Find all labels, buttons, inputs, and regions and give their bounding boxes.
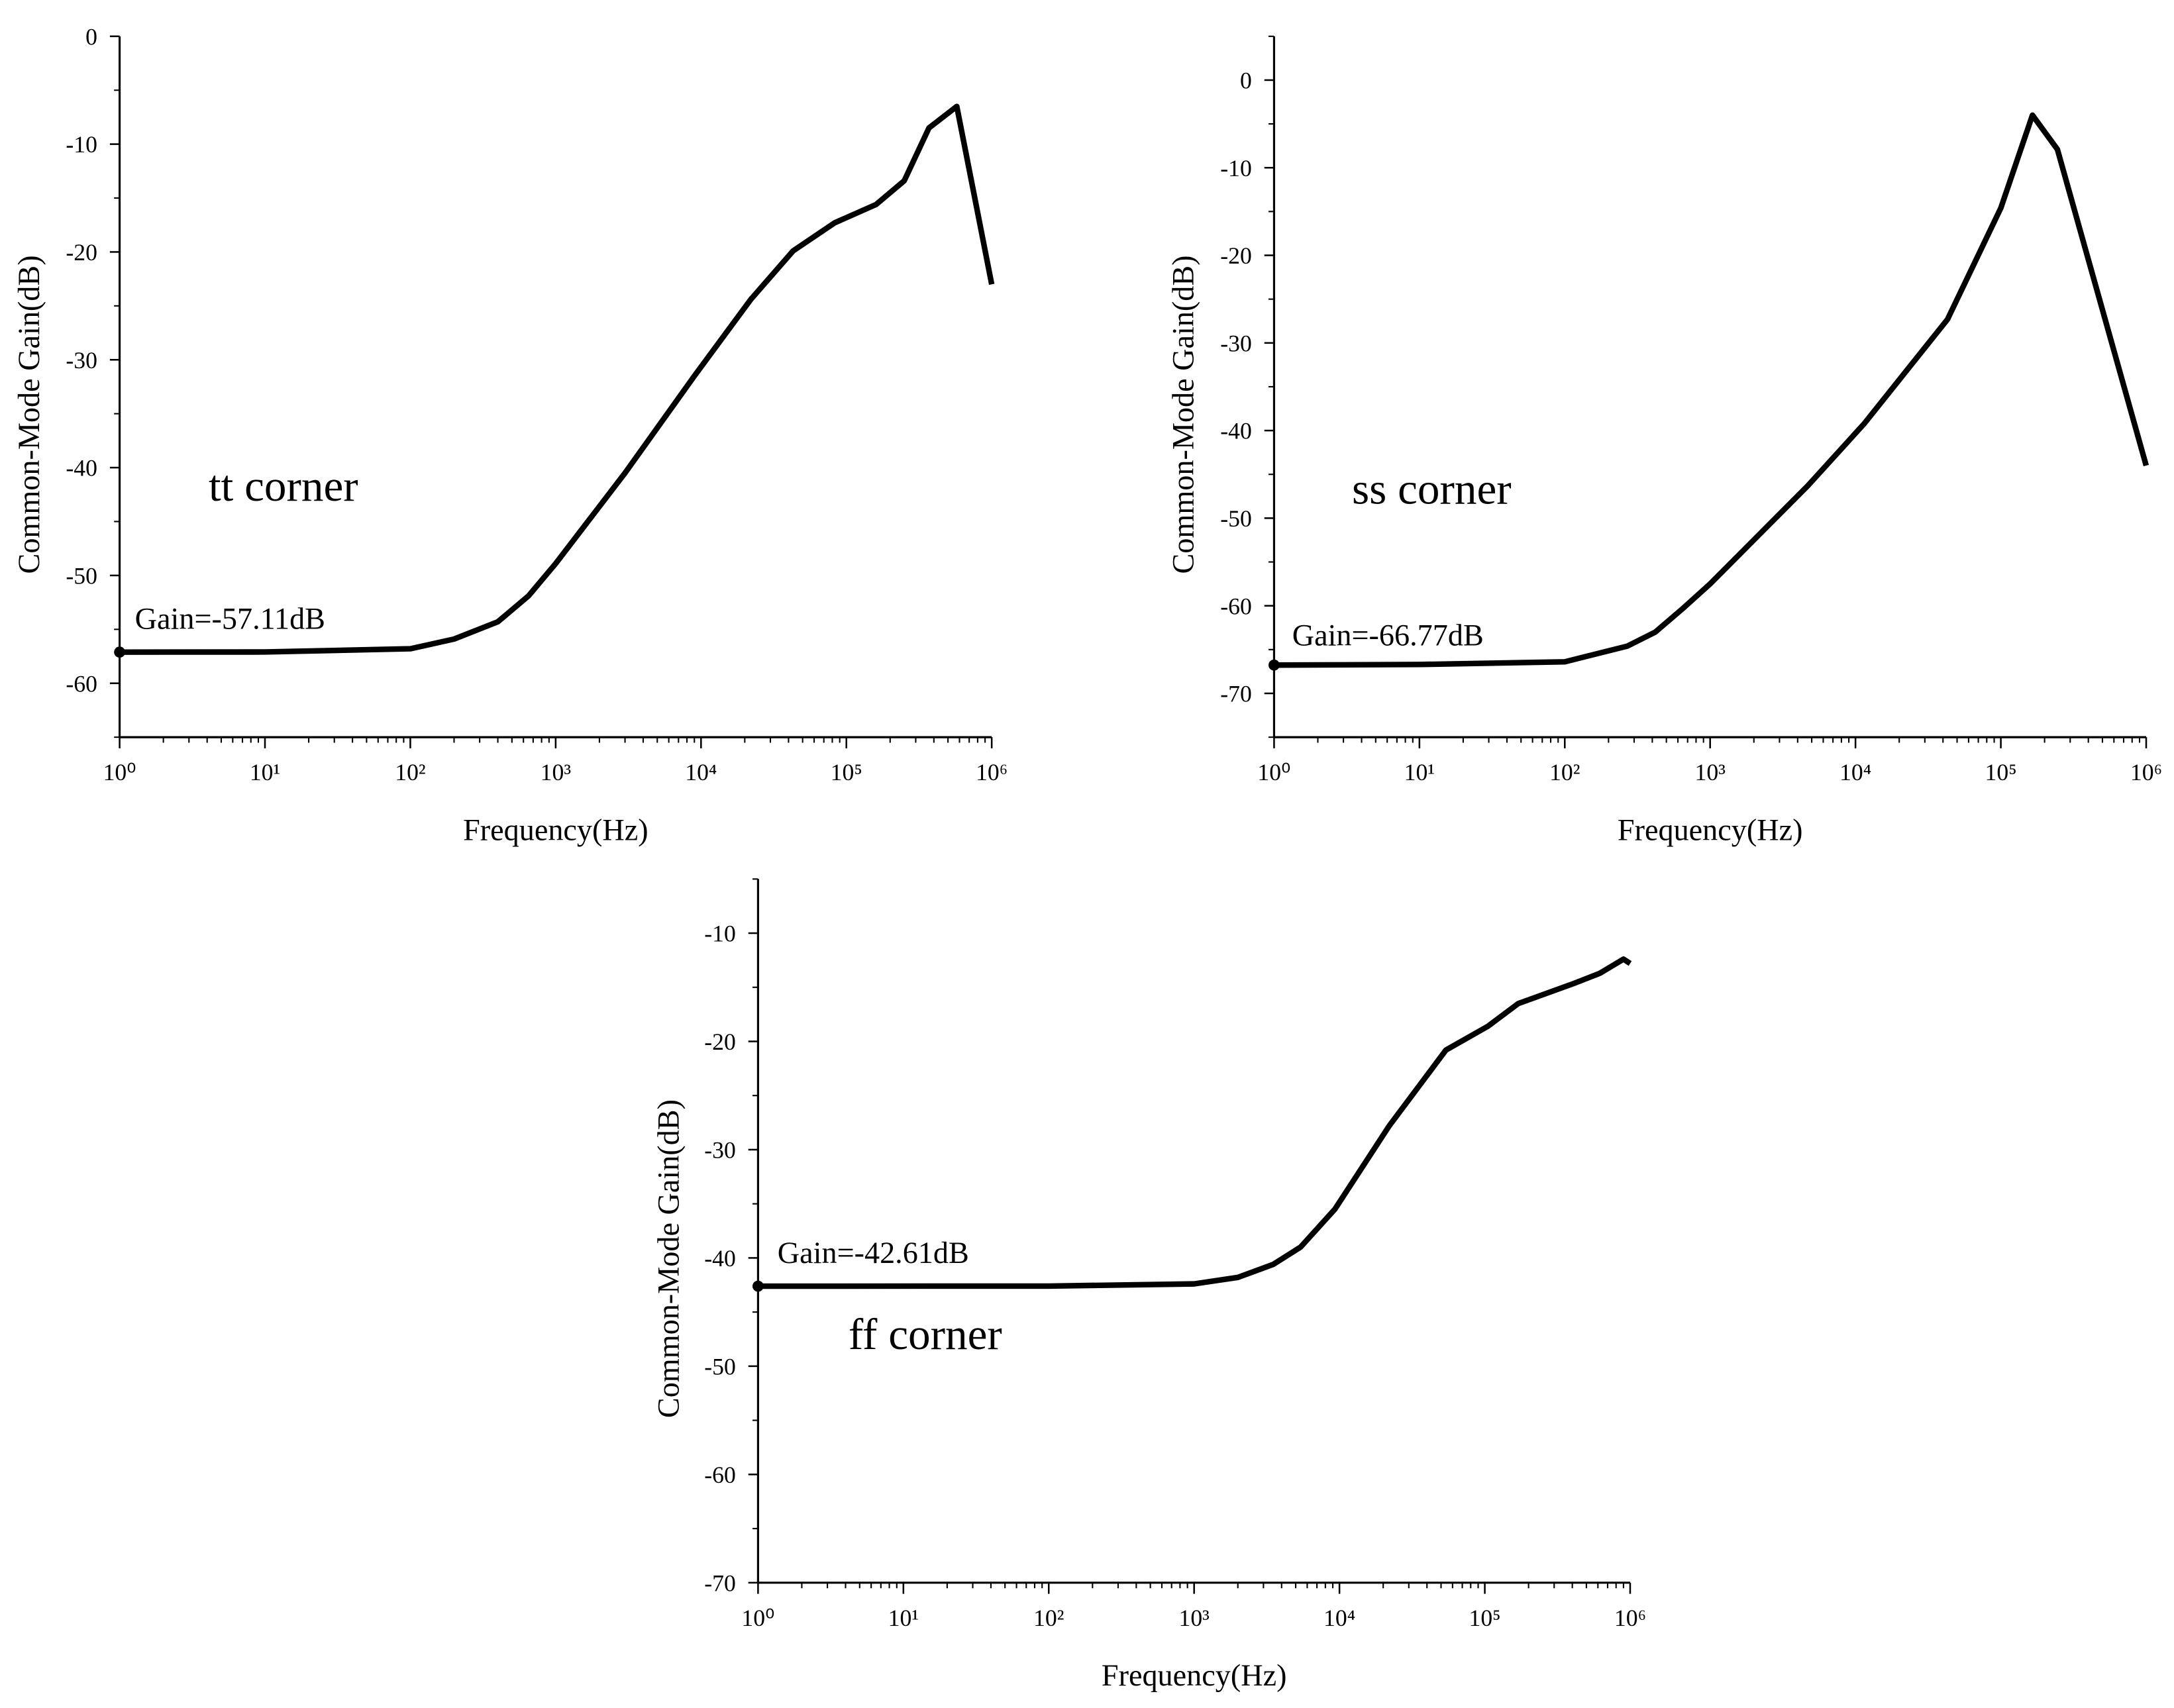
- x-tick-label: 10¹: [250, 759, 280, 785]
- y-tick-label: -30: [66, 347, 97, 374]
- chart: -70 -60 -50 -40 -30 -20 -10 0 10⁰ 10¹ 10² 10³ 10⁴ 10⁵…: [1166, 35, 2162, 847]
- x-tick-label: 10⁵: [1985, 759, 2017, 785]
- annotation: ss corner: [1352, 464, 1512, 513]
- y-tick-label: -60: [66, 670, 97, 697]
- annotation: ff corner: [849, 1309, 1002, 1359]
- y-tick-label: -20: [66, 239, 97, 266]
- x-tick-label: 10⁵: [1469, 1605, 1500, 1631]
- y-tick-label: 0: [85, 23, 97, 50]
- x-tick-label: 10⁶: [976, 759, 1008, 785]
- annotation: Gain=-42.61dB: [778, 1236, 969, 1270]
- y-tick-label: -50: [1220, 505, 1252, 532]
- y-tick-label: -10: [66, 131, 97, 158]
- x-axis-title: Frequency(Hz): [463, 813, 648, 847]
- start-marker: [114, 646, 125, 658]
- x-tick-label: 10²: [1033, 1605, 1064, 1631]
- y-tick-label: -60: [704, 1462, 736, 1488]
- y-tick-label: -20: [704, 1029, 736, 1055]
- y-tick-label: -70: [1220, 681, 1252, 707]
- y-tick-label: -30: [1220, 330, 1252, 356]
- y-tick-label: -60: [1220, 593, 1252, 619]
- x-tick-label: 10⁴: [1839, 759, 1871, 785]
- y-tick-label: -20: [1220, 242, 1252, 269]
- y-tick-label: -10: [704, 921, 736, 947]
- line-series: [1274, 112, 2149, 668]
- x-tick-label: 10³: [1695, 759, 1726, 785]
- y-tick-label: -30: [704, 1137, 736, 1164]
- chart: -60 -50 -40 -30 -20 -10 0 10⁰ 10¹ 10² 10³ 10⁴ 10⁵ 10⁶…: [12, 23, 1008, 846]
- y-axis-title: Common-Mode Gain(dB): [1166, 255, 1200, 574]
- y-axis-title: Common-Mode Gain(dB): [652, 1099, 686, 1418]
- y-axis-title: Common-Mode Gain(dB): [12, 255, 46, 574]
- chart: -70 -60 -50 -40 -30 -20 -10 10⁰ 10¹ 10² 10³ 10⁴ 10⁵ 1…: [652, 878, 1646, 1692]
- x-tick-label: 10⁴: [1323, 1605, 1355, 1631]
- x-tick-label: 10⁴: [685, 759, 717, 785]
- start-marker: [1268, 659, 1280, 671]
- line-series: [758, 956, 1632, 1289]
- y-tick-label: -70: [704, 1570, 736, 1596]
- annotation: tt corner: [209, 461, 358, 511]
- x-tick-label: 10⁰: [741, 1605, 774, 1631]
- annotation: Gain=-66.77dB: [1292, 619, 1484, 652]
- y-tick-label: -50: [704, 1353, 736, 1380]
- x-tick-label: 10³: [1178, 1605, 1210, 1631]
- x-tick-label: 10⁰: [1257, 759, 1290, 785]
- x-tick-label: 10²: [1549, 759, 1580, 785]
- x-tick-label: 10⁶: [2130, 759, 2162, 785]
- start-marker: [752, 1280, 764, 1292]
- y-tick-label: -50: [66, 562, 97, 589]
- x-tick-label: 10¹: [1404, 759, 1435, 785]
- y-tick-label: 0: [1240, 68, 1252, 94]
- x-tick-label: 10³: [541, 759, 572, 785]
- x-axis-title: Frequency(Hz): [1618, 813, 1803, 847]
- x-tick-label: 10⁶: [1614, 1605, 1646, 1631]
- annotation: Gain=-57.11dB: [135, 601, 325, 635]
- y-tick-label: -40: [66, 455, 97, 481]
- x-tick-label: 10⁵: [831, 759, 862, 785]
- line-series: [119, 103, 995, 655]
- y-tick-label: -10: [1220, 155, 1252, 181]
- x-tick-label: 10¹: [888, 1605, 919, 1631]
- x-tick-label: 10²: [395, 759, 425, 785]
- y-tick-label: -40: [1220, 418, 1252, 444]
- y-tick-label: -40: [704, 1245, 736, 1272]
- x-tick-label: 10⁰: [103, 759, 136, 785]
- x-axis-title: Frequency(Hz): [1102, 1658, 1287, 1692]
